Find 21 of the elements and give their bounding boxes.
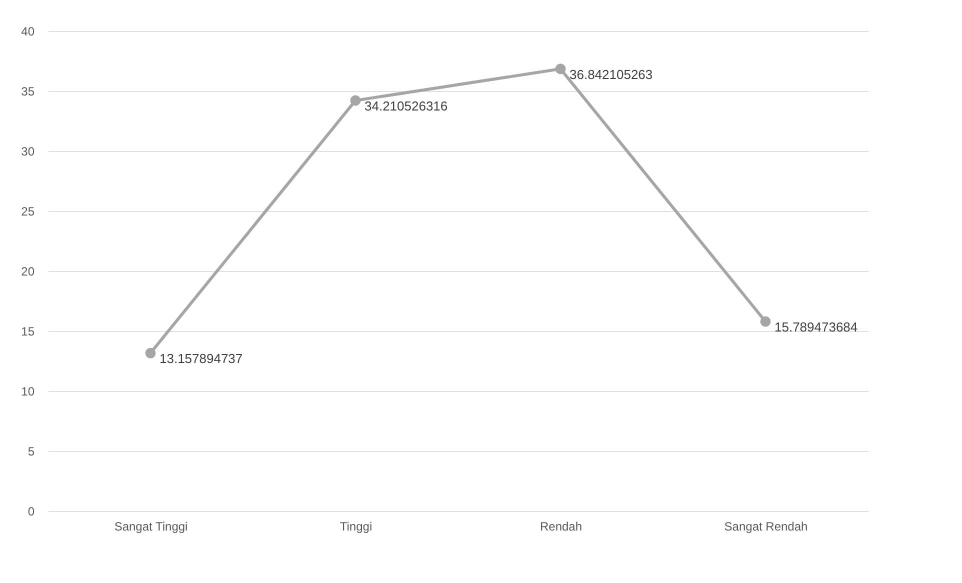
data-label: 15.789473684: [774, 320, 858, 335]
x-tick-label: Sangat Tinggi: [114, 520, 188, 534]
x-tick-label: Tinggi: [340, 520, 372, 534]
y-tick-label: 30: [21, 144, 35, 158]
y-tick-label: 5: [28, 444, 35, 458]
x-tick-label: Sangat Rendah: [724, 520, 808, 534]
data-label: 34.210526316: [364, 98, 448, 114]
x-tick-label: Rendah: [540, 520, 582, 534]
point: [145, 348, 156, 358]
y-tick-label: 20: [21, 264, 35, 278]
y-tick-label: 0: [28, 504, 35, 518]
point: [350, 95, 361, 106]
data-label: 36.842105263: [570, 66, 653, 82]
data-label: 13.157894737: [160, 351, 243, 366]
y-tick-label: 15: [21, 324, 35, 338]
y-tick-label: 35: [21, 84, 35, 98]
y-tick-label: 10: [21, 384, 35, 398]
point: [555, 64, 566, 74]
y-tick-label: 25: [21, 204, 35, 218]
y-tick-label: 40: [21, 24, 35, 38]
point: [760, 316, 771, 327]
